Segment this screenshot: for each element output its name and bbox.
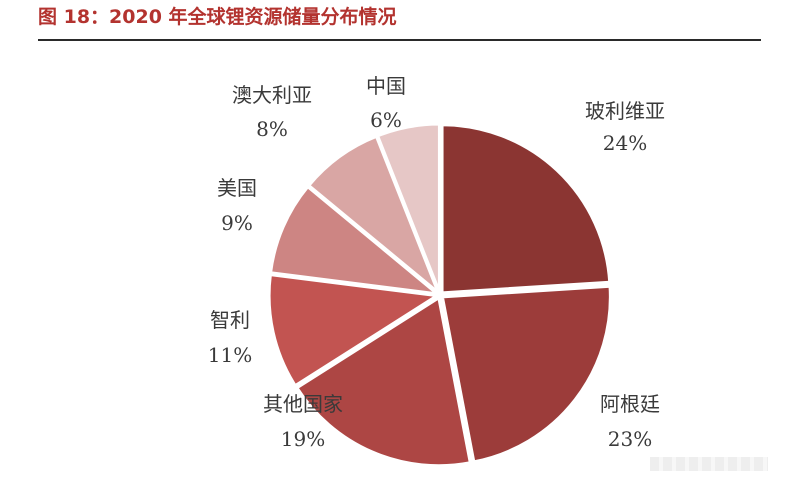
pie-slice-3 [295,296,472,468]
slice-label-7: 中国 [366,74,406,98]
slice-label-5: 美国 [217,176,257,200]
pie-slice-1 [440,123,612,295]
watermark [650,457,768,471]
slice-label-2: 阿根廷 [600,392,660,416]
title-divider [38,39,761,41]
pie-slice-5 [269,185,439,296]
slice-value-3: 19% [281,427,325,451]
slice-value-5: 9% [221,211,253,235]
pie-labels: 玻利维亚 24% 阿根廷 23% 其他国家 19% 智利 11% 美国 9% 澳大利亚 8% 中国 6% [208,74,665,451]
slice-value-4: 11% [208,343,252,367]
slice-value-2: 23% [608,427,652,451]
pie-slice-7 [376,122,441,294]
slice-value-6: 8% [256,117,288,141]
slice-label-3: 其他国家 [263,392,343,416]
slice-label-6: 澳大利亚 [232,83,312,107]
pie-slice-4 [267,273,439,388]
slice-value-7: 6% [370,108,402,132]
slice-label-1: 玻利维亚 [585,99,665,123]
pie-slice-2 [440,284,612,464]
figure-title: 图 18：2020 年全球锂资源储量分布情况 [38,6,397,28]
slice-value-1: 24% [603,131,647,155]
slice-label-4: 智利 [210,308,250,332]
pie-slices [267,122,612,468]
